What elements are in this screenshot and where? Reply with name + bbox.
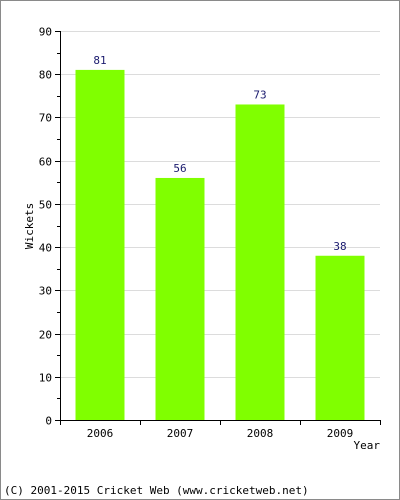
y-tick-label: 90 (39, 26, 52, 39)
y-tick-label: 10 (39, 372, 52, 385)
copyright-footer: (C) 2001-2015 Cricket Web (www.cricketwe… (4, 484, 309, 497)
bar-2007 (155, 177, 205, 420)
x-tick-label: 2008 (247, 427, 274, 440)
y-tick-label: 70 (39, 112, 52, 125)
data-label: 73 (253, 88, 266, 101)
y-tick-label: 40 (39, 242, 52, 255)
data-label: 38 (333, 240, 346, 253)
x-tick-label: 2006 (87, 427, 114, 440)
x-tick-label: 2009 (327, 427, 354, 440)
x-axis-label: Year (354, 439, 381, 452)
bar-2008 (235, 104, 285, 420)
y-tick-label: 80 (39, 69, 52, 82)
axes (55, 31, 381, 425)
y-tick-label: 60 (39, 156, 52, 169)
bar-2009 (315, 255, 365, 420)
y-axis-label: Wickets (23, 203, 36, 249)
x-tick-label: 2007 (167, 427, 194, 440)
y-tick-label: 50 (39, 199, 52, 212)
data-label: 56 (173, 162, 186, 175)
y-tick-label: 30 (39, 285, 52, 298)
data-label: 81 (93, 54, 106, 67)
y-tick-label: 0 (45, 415, 52, 428)
y-tick-label: 20 (39, 329, 52, 342)
labels: 0 10 20 30 40 50 60 70 80 90 81 2006 56 2007 73 2008 38 2… (39, 26, 354, 441)
bars (75, 69, 365, 421)
bar-2006 (75, 69, 125, 421)
